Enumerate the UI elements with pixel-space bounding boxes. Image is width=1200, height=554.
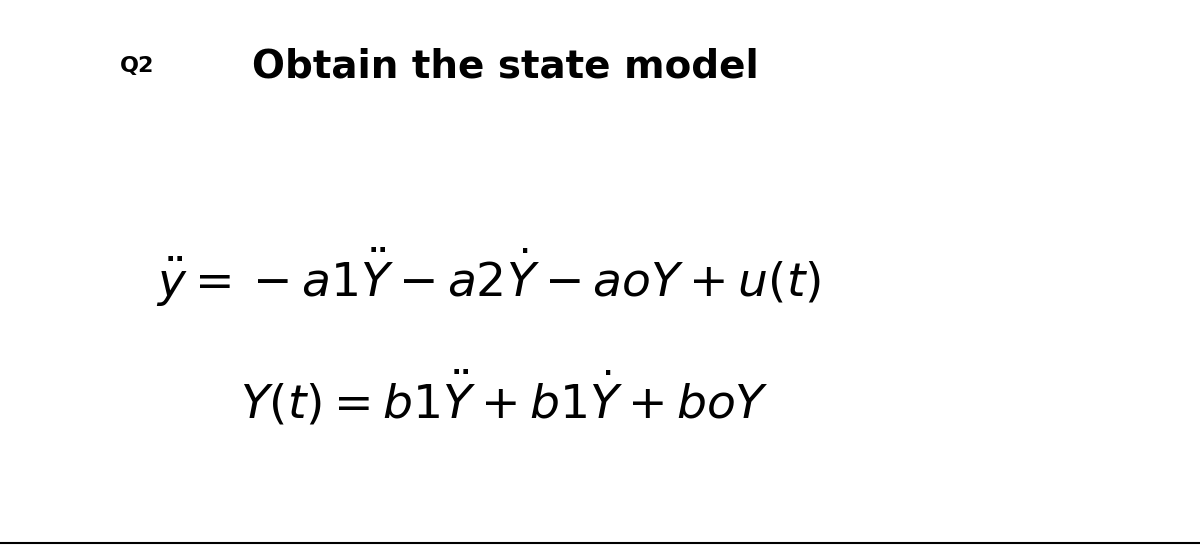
Text: Q2: Q2 bbox=[120, 57, 155, 76]
Text: Obtain the state model: Obtain the state model bbox=[252, 48, 758, 85]
Text: $Y(t) = b1\ddot{Y} + b1\dot{Y} + boY$: $Y(t) = b1\ddot{Y} + b1\dot{Y} + boY$ bbox=[240, 369, 769, 429]
Text: $\ddot{y} = -a1\ddot{Y} - a2\dot{Y} - aoY + u(t)$: $\ddot{y} = -a1\ddot{Y} - a2\dot{Y} - ao… bbox=[156, 245, 821, 309]
